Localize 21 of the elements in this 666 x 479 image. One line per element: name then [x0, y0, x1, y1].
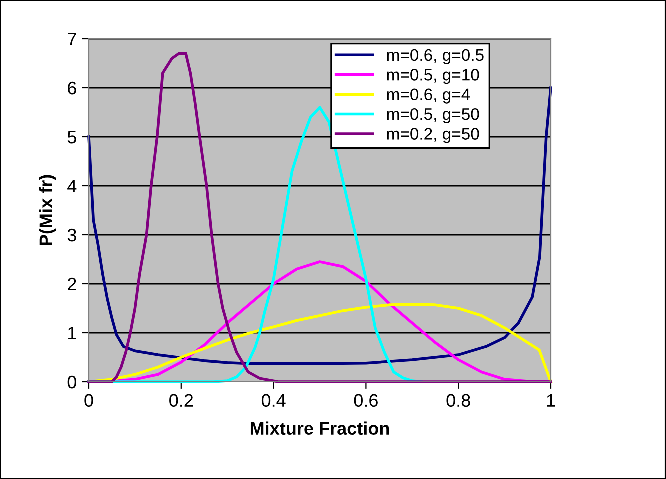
y-tick-label: 2 — [68, 278, 76, 291]
x-tick-label: 0.4 — [262, 394, 286, 408]
x-axis-title: Mixture Fraction — [250, 422, 390, 436]
x-tick-label: 0.6 — [354, 394, 378, 408]
legend-label: m=0.5, g=50 — [387, 108, 480, 124]
y-tick-label: 1 — [68, 327, 76, 340]
y-tick-label: 5 — [68, 131, 76, 144]
x-tick-label: 0 — [84, 394, 94, 408]
legend-label: m=0.5, g=10 — [387, 69, 480, 84]
legend-label: m=0.6, g=0.5 — [387, 49, 484, 64]
y-tick-label: 7 — [68, 33, 76, 46]
y-tick-label: 4 — [68, 180, 77, 193]
y-axis-title: P(Mix fr) — [39, 175, 56, 246]
legend-label: m=0.2, g=50 — [387, 128, 480, 144]
x-tick-label: 1 — [547, 394, 556, 407]
legend-label: m=0.6, g=4 — [387, 88, 470, 104]
x-tick-label: 0.2 — [170, 394, 194, 408]
x-tick-label: 0.8 — [446, 394, 470, 408]
y-tick-label: 0 — [68, 376, 76, 389]
y-tick-label: 3 — [68, 228, 76, 242]
y-tick-label: 6 — [68, 82, 76, 95]
